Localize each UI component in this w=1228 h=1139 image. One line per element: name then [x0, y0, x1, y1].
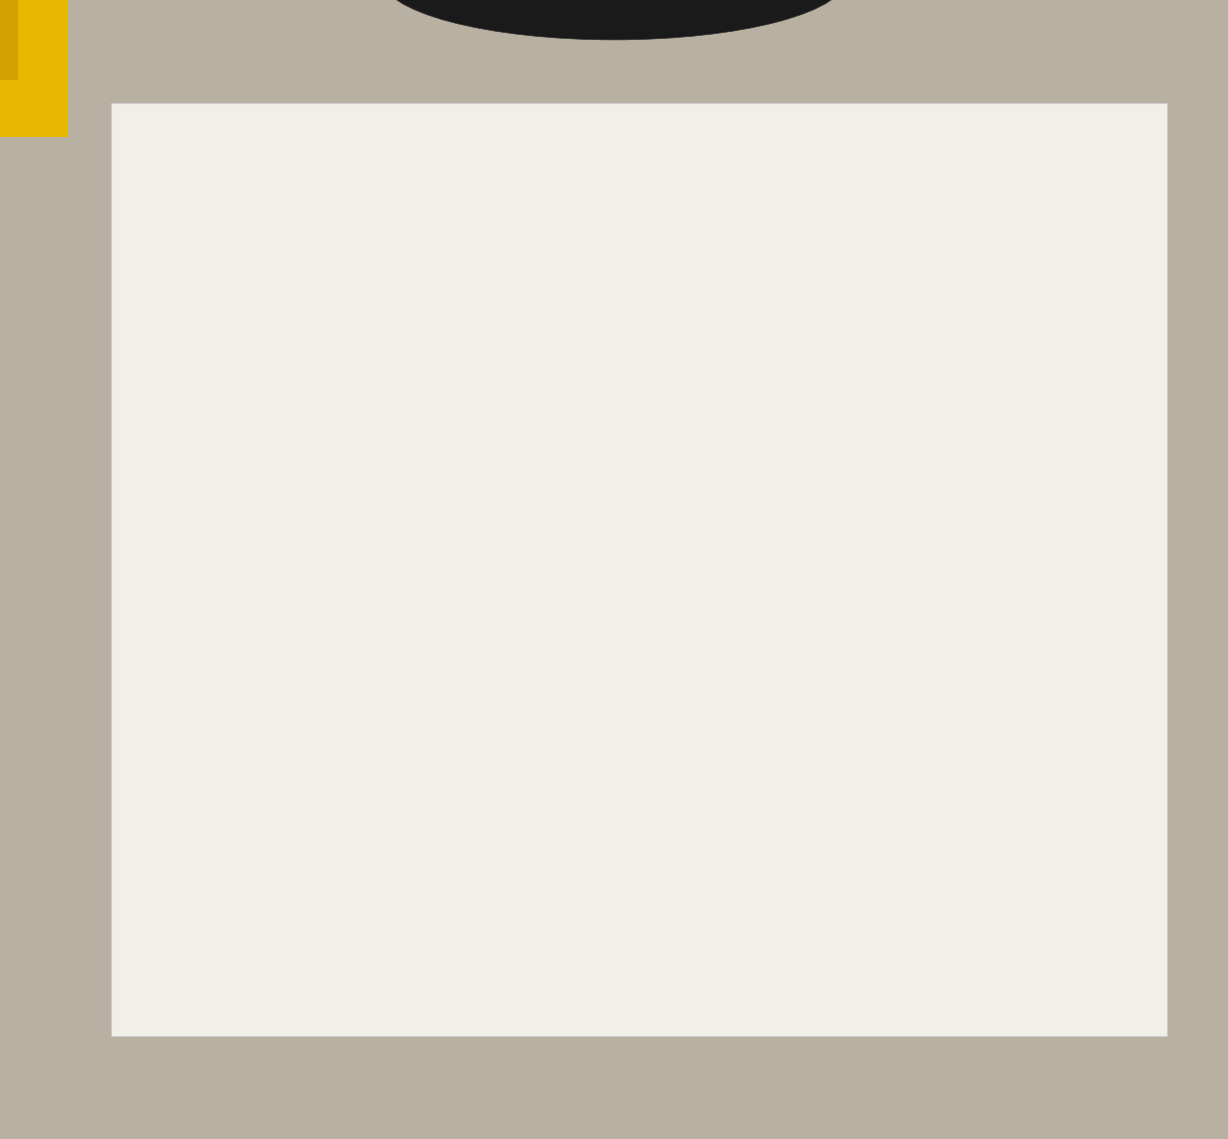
Text: Opposite Reciprocal Slopes: Opposite Reciprocal Slopes	[884, 732, 1027, 743]
Text: Not opposite Reciprocal Slopes
and Not Same Slopes: Not opposite Reciprocal Slopes and Not S…	[874, 776, 1036, 798]
Text: Equations: Equations	[292, 679, 351, 691]
Ellipse shape	[659, 197, 712, 232]
Text: B.   False: B. False	[539, 962, 600, 976]
Text: C   -1: C -1	[163, 207, 199, 220]
Text: Parallel: Parallel	[616, 731, 661, 745]
Text: y = −½x + 4: y = −½x + 4	[280, 809, 363, 821]
Text: 12.: 12.	[131, 850, 154, 862]
Text: B.   False: B. False	[512, 957, 573, 972]
Text: Same Slopes: Same Slopes	[922, 831, 989, 842]
Text: Circle ONE: Circle ONE	[608, 679, 669, 691]
Text: B   1: B 1	[639, 178, 669, 190]
Text: Ⓔ  The x-intercept is (5, 0).: Ⓔ The x-intercept is (5, 0).	[152, 421, 311, 434]
Ellipse shape	[575, 814, 702, 859]
Text: 9.   (1 Point)  Which of the following represents the slope of a line passing th: 9. (1 Point) Which of the following repr…	[131, 126, 688, 136]
Ellipse shape	[422, 1008, 686, 1139]
Text: A.   True: A. True	[184, 957, 241, 972]
Ellipse shape	[510, 941, 631, 998]
Text: Ⓗ  The function is linear.: Ⓗ The function is linear.	[152, 595, 295, 608]
Text: D   3: D 3	[639, 207, 670, 220]
Text: Neither: Neither	[616, 830, 661, 843]
Text: Perpendicular: Perpendicular	[598, 780, 679, 794]
Text: (1 Point): (1 Point)	[179, 850, 233, 860]
Text: y = 2x + 1: y = 2x + 1	[287, 751, 356, 764]
Text: m = (y₂ - y₁) / (x₂ - x₁): m = (y₂ - y₁) / (x₂ - x₁)	[216, 147, 314, 155]
Text: Neither: Neither	[616, 830, 661, 843]
Text: 10. (3 points)  The graph below shows the height of a ball that is thrown in the: 10. (3 points) The graph below shows the…	[131, 247, 747, 257]
Ellipse shape	[381, 0, 847, 40]
Text: Ⓖ  The ball is in the air for a total of 6 seconds.: Ⓖ The ball is in the air for a total of …	[152, 536, 429, 550]
Polygon shape	[0, 0, 68, 137]
Polygon shape	[0, 0, 18, 80]
X-axis label: Time (seconds): Time (seconds)	[857, 612, 936, 621]
Text: True or false:: True or false:	[232, 850, 313, 862]
Text: A   0: A 0	[163, 178, 194, 190]
Text: Ⓓ  The y-intercept is (6, 0).: Ⓓ The y-intercept is (6, 0).	[152, 363, 309, 376]
Bar	[131, 674, 1146, 861]
Text: Circle ONE: Circle ONE	[925, 679, 986, 691]
Y-axis label: Height (meters): Height (meters)	[664, 401, 674, 482]
Text: Ⓕ  The maximum height is approximately 9.5 meters.: Ⓕ The maximum height is approximately 9.…	[152, 478, 468, 492]
Text: The value 5 is a solution of x > −4. However, 5 is not a solution of x < 1. Ther: The value 5 is a solution of x > −4. How…	[338, 850, 845, 862]
Text: 11.  (2 Points) Determine if the following lines are parallel, perpendicular, or: 11. (2 Points) Determine if the followin…	[131, 634, 729, 648]
Text: is not a solution of −4 < x < 1.: is not a solution of −4 < x < 1.	[179, 892, 362, 904]
Text: Ⓒ  The dependent variable is height (meters).: Ⓒ The dependent variable is height (mete…	[152, 305, 422, 318]
